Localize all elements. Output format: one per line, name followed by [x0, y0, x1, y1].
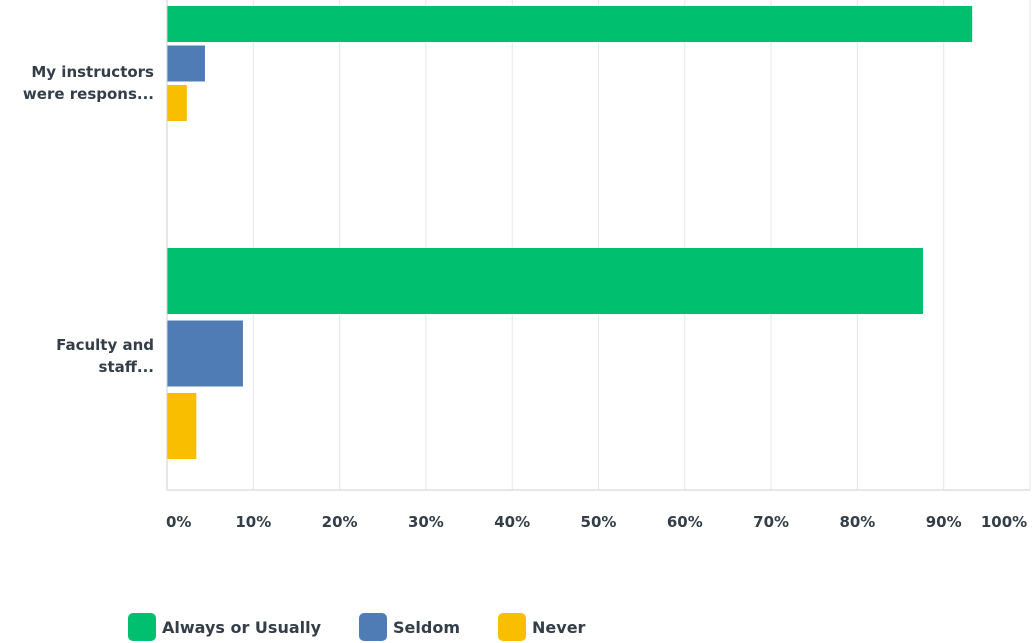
- bars: [167, 6, 973, 459]
- bar-never[interactable]: [167, 85, 187, 121]
- x-tick-label: 20%: [322, 513, 358, 531]
- x-tick-label: 70%: [753, 513, 789, 531]
- legend-swatch: [498, 613, 527, 641]
- x-tick-label: 50%: [581, 513, 617, 531]
- bar-always-or-usually[interactable]: [167, 6, 973, 42]
- legend-swatch: [359, 613, 388, 641]
- x-tick-label: 100%: [981, 513, 1027, 531]
- legend-label: Always or Usually: [162, 617, 322, 637]
- gridlines: [252, 0, 1031, 490]
- legend-item-always-or-usually[interactable]: Always or Usually: [128, 613, 321, 641]
- x-tick-label: 90%: [926, 513, 962, 531]
- category-label: were respons...: [23, 85, 154, 103]
- legend-item-seldom[interactable]: Seldom: [359, 613, 460, 641]
- bar-chart: My instructors were respons... Faculty and…: [23, 0, 1031, 531]
- legend-item-never[interactable]: Never: [498, 613, 585, 641]
- x-tick-label: 10%: [235, 513, 271, 531]
- category-labels: My instructors were respons... Faculty and…: [23, 63, 154, 376]
- bar-always-or-usually[interactable]: [167, 248, 923, 314]
- x-tick-label: 0%: [166, 513, 191, 531]
- bar-seldom[interactable]: [167, 45, 205, 82]
- x-tick-labels: 0% 10% 20% 30% 40% 50% 60% 70% 80% 90% 100%: [166, 513, 1027, 531]
- x-tick-label: 30%: [408, 513, 444, 531]
- legend-swatch: [128, 613, 156, 641]
- category-label: staff...: [99, 358, 154, 376]
- legend-label: Seldom: [393, 617, 461, 637]
- legend: Always or Usually Seldom Never: [128, 612, 623, 642]
- category-label: Faculty and: [56, 336, 154, 354]
- x-tick-label: 80%: [839, 513, 875, 531]
- bar-seldom[interactable]: [167, 320, 243, 387]
- bar-never[interactable]: [167, 393, 197, 459]
- x-tick-label: 40%: [494, 513, 530, 531]
- legend-label: Never: [532, 617, 586, 637]
- category-label: My instructors: [31, 63, 154, 81]
- x-tick-label: 60%: [667, 513, 703, 531]
